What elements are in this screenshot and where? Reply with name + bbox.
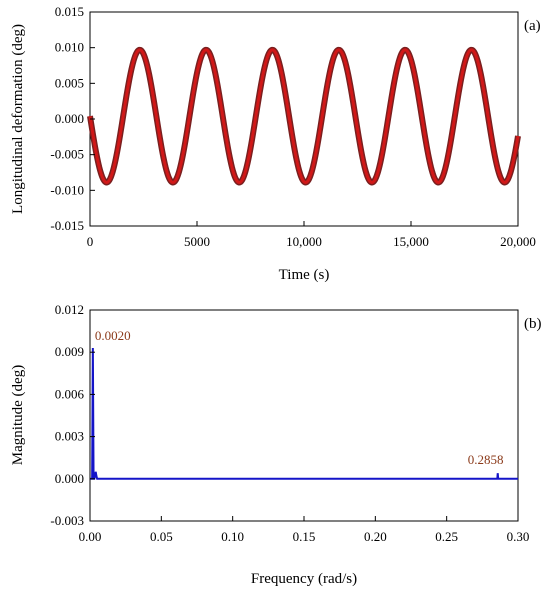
b-y-tick-label: 0.003: [55, 429, 84, 444]
a-y-tick-label: -0.010: [50, 182, 84, 197]
peak-annotations: 0.0020 0.2858: [95, 328, 504, 467]
x-axis-ticks-b: 0.00 0.05 0.10 0.15 0.20 0.25 0.30: [79, 516, 530, 544]
x-axis-label-a: Time (s): [279, 267, 330, 283]
deformation-line: [88, 48, 520, 184]
b-x-tick-label: 0.10: [221, 529, 244, 544]
a-y-tick-label: 0.010: [55, 40, 84, 55]
b-y-tick-label: -0.003: [50, 513, 84, 528]
a-x-tick-label: 20,000: [500, 234, 536, 249]
x-axis-ticks-a: 0 5000 10,000 15,000 20,000: [87, 221, 536, 249]
b-x-tick-label: 0.05: [150, 529, 173, 544]
a-y-tick-label: 0.015: [55, 4, 84, 19]
b-x-tick-label: 0.30: [507, 529, 530, 544]
a-x-tick-label: 15,000: [393, 234, 429, 249]
b-y-tick-label: 0.006: [55, 386, 85, 401]
a-x-tick-label: 5000: [184, 234, 210, 249]
y-axis-label-a: Longitudinal deformation (deg): [10, 24, 26, 214]
b-x-tick-label: 0.25: [435, 529, 458, 544]
a-x-tick-label: 0: [87, 234, 94, 249]
panel-a: 0.015 0.010 0.005 0.000 -0.005 -0.010 -0.015 0…: [10, 4, 541, 283]
spectrum-line-1: [496, 473, 500, 479]
a-y-tick-label: -0.015: [50, 218, 84, 233]
b-y-tick-label: 0.009: [55, 344, 84, 359]
spectrum-series-group: [90, 347, 518, 480]
panel-label-a: (a): [524, 18, 541, 34]
b-x-tick-label: 0.20: [364, 529, 387, 544]
b-x-tick-label: 0.15: [293, 529, 316, 544]
a-y-tick-label: 0.005: [55, 75, 84, 90]
x-axis-label-b: Frequency (rad/s): [251, 571, 357, 587]
peak-annotation: 0.0020: [95, 328, 131, 343]
b-y-tick-label: 0.012: [55, 302, 84, 317]
y-axis-label-b: Magnitude (deg): [10, 365, 26, 465]
peak-annotation: 0.2858: [468, 452, 504, 467]
b-y-tick-label: 0.000: [55, 471, 84, 486]
time-series-group: [87, 46, 521, 186]
spectrum-line-0: [90, 347, 518, 480]
a-y-tick-label: 0.000: [55, 111, 84, 126]
panel-b: 0.012 0.009 0.006 0.003 0.000 -0.003 0.00 0.05…: [10, 302, 542, 587]
plot-area-b: [89, 309, 519, 522]
a-y-tick-label: -0.005: [50, 147, 84, 162]
y-axis-ticks-a: 0.015 0.010 0.005 0.000 -0.005 -0.010 -0.015: [50, 4, 95, 233]
y-axis-ticks-b: 0.012 0.009 0.006 0.003 0.000 -0.003: [50, 302, 95, 528]
panel-label-b: (b): [524, 316, 542, 332]
b-x-tick-label: 0.00: [79, 529, 102, 544]
a-x-tick-label: 10,000: [286, 234, 322, 249]
